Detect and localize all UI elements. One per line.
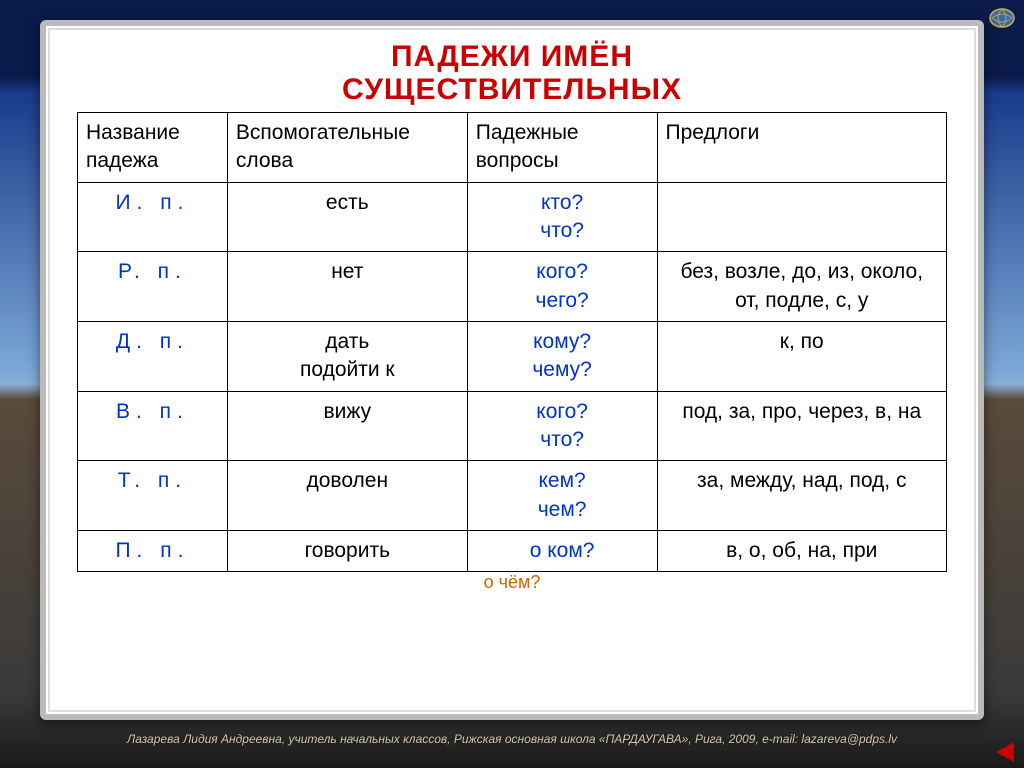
title-line-1: ПАДЕЖИ ИМЁН — [391, 40, 633, 73]
prev-arrow-icon[interactable] — [996, 742, 1014, 762]
prep-cell — [657, 182, 947, 252]
case-cell: В. п. — [78, 391, 228, 461]
helper-cell: говорить — [227, 531, 467, 572]
header-case: Название падежа — [78, 113, 228, 183]
table-row: П. п.говоритьо ком?в, о, об, на, при — [78, 531, 947, 572]
table-row: Д. п.датьподойти ккому?чему?к, по — [78, 322, 947, 392]
header-prep: Предлоги — [657, 113, 947, 183]
table-row: Р. п.неткого?чего?без, возле, до, из, ок… — [78, 252, 947, 322]
question-cell: кто?что? — [467, 182, 657, 252]
question-cell: кем?чем? — [467, 461, 657, 531]
ochem-overflow: о чём? — [46, 572, 978, 593]
globe-logo-icon — [986, 6, 1018, 30]
case-cell: П. п. — [78, 531, 228, 572]
cases-table: Название падежа Вспомогательные слова Па… — [77, 112, 947, 572]
helper-cell: вижу — [227, 391, 467, 461]
title-line-2: СУЩЕСТВИТЕЛЬНЫХ — [342, 73, 682, 106]
table-row: Т. п.доволенкем?чем?за, между, над, под,… — [78, 461, 947, 531]
helper-cell: есть — [227, 182, 467, 252]
slide-backdrop: ПАДЕЖИ ИМЁН СУЩЕСТВИТЕЛЬНЫХ Название пад… — [0, 0, 1024, 768]
prep-cell: без, возле, до, из, около, от, подле, с,… — [657, 252, 947, 322]
prep-cell: под, за, про, через, в, на — [657, 391, 947, 461]
case-cell: Д. п. — [78, 322, 228, 392]
prep-cell: к, по — [657, 322, 947, 392]
footer-credit: Лазарева Лидия Андреевна, учитель началь… — [0, 732, 1024, 746]
helper-cell: нет — [227, 252, 467, 322]
slide-title: ПАДЕЖИ ИМЁН СУЩЕСТВИТЕЛЬНЫХ — [46, 40, 978, 106]
table-row: В. п.вижукого?что?под, за, про, через, в… — [78, 391, 947, 461]
case-cell: И. п. — [78, 182, 228, 252]
question-cell: о ком? — [467, 531, 657, 572]
helper-cell: доволен — [227, 461, 467, 531]
table-row: И. п.естькто?что? — [78, 182, 947, 252]
case-cell: Т. п. — [78, 461, 228, 531]
question-cell: кого?что? — [467, 391, 657, 461]
case-cell: Р. п. — [78, 252, 228, 322]
slide-frame: ПАДЕЖИ ИМЁН СУЩЕСТВИТЕЛЬНЫХ Название пад… — [40, 20, 984, 720]
question-cell: кого?чего? — [467, 252, 657, 322]
question-cell: кому?чему? — [467, 322, 657, 392]
prep-cell: за, между, над, под, с — [657, 461, 947, 531]
table-header-row: Название падежа Вспомогательные слова Па… — [78, 113, 947, 183]
helper-cell: датьподойти к — [227, 322, 467, 392]
prep-cell: в, о, об, на, при — [657, 531, 947, 572]
header-question: Падежные вопросы — [467, 113, 657, 183]
header-helper: Вспомогательные слова — [227, 113, 467, 183]
